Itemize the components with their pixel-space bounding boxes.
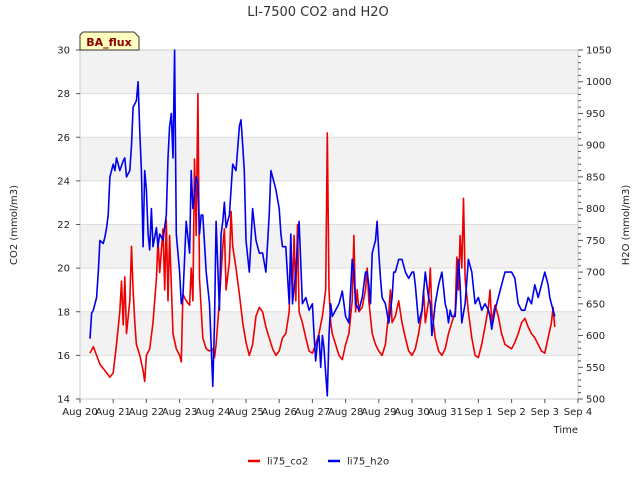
y-tick-label: 14 <box>57 395 70 406</box>
x-tick-label: Aug 26 <box>261 407 296 418</box>
x-tick-label: Aug 24 <box>195 407 230 418</box>
y2-tick-label: 700 <box>586 268 605 279</box>
y2-tick-label: 650 <box>586 299 605 310</box>
y-tick-label: 26 <box>57 133 70 144</box>
y-tick-label: 22 <box>57 220 70 231</box>
x-tick-label: Aug 25 <box>228 407 263 418</box>
x-tick-label: Aug 28 <box>328 407 363 418</box>
plot-band <box>80 93 578 138</box>
x-tick-label: Aug 20 <box>62 407 97 418</box>
x-tick-label: Sep 3 <box>531 407 559 418</box>
legend-label-li75_h2o: li75_h2o <box>347 457 389 468</box>
plot-band <box>80 137 578 181</box>
chart-title: LI-7500 CO2 and H2O <box>247 5 389 20</box>
y-tick-label: 20 <box>57 264 70 275</box>
y2-tick-label: 800 <box>586 204 605 215</box>
x-tick-label: Sep 1 <box>464 407 492 418</box>
y2-tick-label: 1050 <box>586 46 611 57</box>
y-axis-ticks: 14 16 18 20 22 24 26 28 30 <box>57 46 80 406</box>
x-tick-label: Sep 2 <box>497 407 525 418</box>
y2-tick-label: 750 <box>586 236 605 247</box>
x-tick-label: Aug 23 <box>162 407 197 418</box>
badge-box <box>79 31 140 51</box>
x-tick-label: Aug 30 <box>394 407 429 418</box>
badge: BA_flux <box>79 31 140 51</box>
y-tick-label: 28 <box>57 89 70 100</box>
plot-band <box>80 50 578 94</box>
y2-tick-label: 500 <box>586 395 605 406</box>
x-tick-label: Aug 21 <box>95 407 130 418</box>
y2-tick-label: 600 <box>586 331 605 342</box>
series-group <box>89 49 556 397</box>
x-axis-title: Time <box>553 425 578 436</box>
y2-tick-label: 550 <box>586 363 605 374</box>
series-line-li75_h2o <box>89 49 556 397</box>
y-tick-label: 24 <box>57 176 70 187</box>
x-tick-label: Sep 4 <box>564 407 592 418</box>
y2-tick-label: 850 <box>586 172 605 183</box>
y2-tick-label: 1000 <box>586 77 611 88</box>
y2-axis-ticks: 500 550 600 650 700 750 800 850 900 950 1000 1050 <box>578 46 611 406</box>
legend-label-li75_co2: li75_co2 <box>267 457 308 468</box>
x-tick-label: Aug 29 <box>361 407 396 418</box>
x-tick-label: Aug 31 <box>427 407 462 418</box>
x-tick-label: Aug 27 <box>295 407 330 418</box>
y-tick-label: 30 <box>57 46 70 57</box>
y-tick-label: 16 <box>57 351 70 362</box>
y-tick-label: 18 <box>57 307 70 318</box>
legend: li75_co2 li75_h2o <box>248 457 389 468</box>
y2-tick-label: 950 <box>586 109 605 120</box>
y2-axis-title: H2O (mmol/m3) <box>621 185 632 266</box>
series-line-li75_co2 <box>89 92 556 383</box>
y2-tick-label: 900 <box>586 141 605 152</box>
y-axis-title: CO2 (mmol/m3) <box>9 185 20 265</box>
x-tick-label: Aug 22 <box>129 407 164 418</box>
badge-label: BA_flux <box>86 36 131 49</box>
